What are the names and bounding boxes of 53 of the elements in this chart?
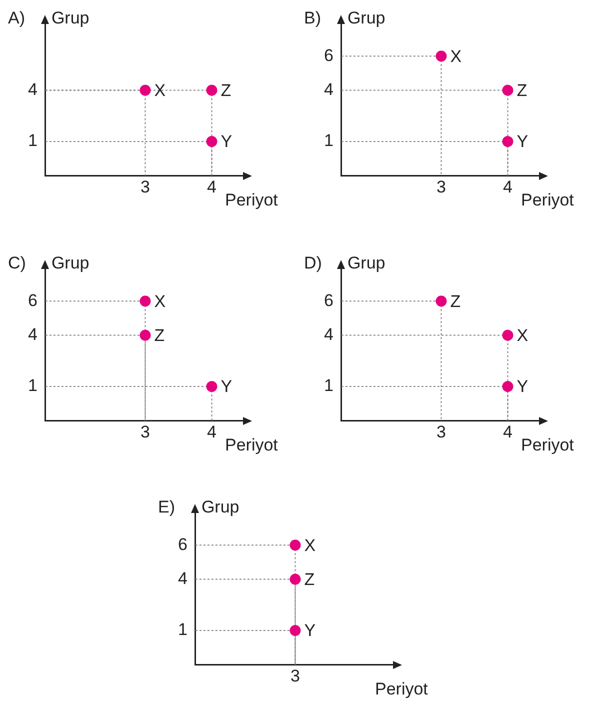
x-axis-title: Periyot (521, 190, 574, 210)
series-label: X (154, 80, 166, 100)
x-axis-title: Periyot (225, 190, 278, 210)
x-tick-label: 3 (290, 666, 300, 686)
series-label: Y (516, 377, 528, 396)
y-axis-title: Grup (347, 254, 386, 273)
series-label: X (154, 292, 166, 311)
series-label: X (450, 46, 462, 66)
y-tick-label: 4 (28, 80, 38, 99)
x-axis-title: Periyot (225, 435, 278, 454)
y-tick-label: 1 (28, 131, 38, 150)
series-label: Z (516, 80, 528, 100)
x-tick-label: 3 (436, 177, 446, 196)
series-label: Y (304, 621, 316, 640)
x-tick-label: 3 (140, 177, 150, 196)
series-label: X (304, 536, 316, 555)
y-axis-title: Grup (51, 254, 90, 273)
y-axis-title: Grup (347, 8, 386, 28)
x-tick-label: 4 (503, 177, 512, 196)
y-tick-label: 1 (324, 376, 334, 396)
y-tick-label: 6 (178, 534, 188, 554)
chart-title: A) (8, 8, 25, 28)
y-tick-label: 4 (178, 568, 188, 588)
series-label: Z (450, 292, 461, 311)
y-tick-label: 6 (324, 290, 334, 310)
chart-title: E) (158, 498, 175, 517)
y-tick-label: 1 (28, 376, 38, 396)
y-tick-label: 1 (178, 620, 188, 640)
x-axis-title: Periyot (521, 435, 574, 454)
x-tick-label: 4 (503, 422, 512, 442)
x-tick-label: 3 (140, 422, 150, 442)
y-tick-label: 6 (28, 290, 38, 310)
chart-title: D) (304, 254, 322, 273)
series-label: X (516, 326, 528, 345)
series-label: Y (220, 132, 232, 152)
y-tick-label: 1 (324, 131, 334, 150)
chart-title: C) (8, 254, 26, 273)
series-label: Z (220, 80, 232, 100)
y-tick-label: 4 (324, 80, 334, 99)
x-axis-title: Periyot (375, 679, 428, 698)
x-tick-label: 4 (207, 422, 216, 442)
y-tick-label: 6 (324, 46, 334, 65)
y-axis-title: Grup (51, 8, 90, 28)
series-label: Z (154, 326, 165, 345)
series-label: Y (220, 377, 232, 396)
y-axis-title: Grup (201, 498, 240, 517)
y-tick-label: 4 (324, 324, 334, 344)
series-label: Y (516, 132, 528, 152)
x-tick-label: 4 (207, 177, 216, 196)
y-tick-label: 4 (28, 324, 38, 344)
series-label: Z (304, 570, 315, 589)
x-tick-label: 3 (436, 422, 446, 442)
chart-title: B) (304, 8, 321, 28)
